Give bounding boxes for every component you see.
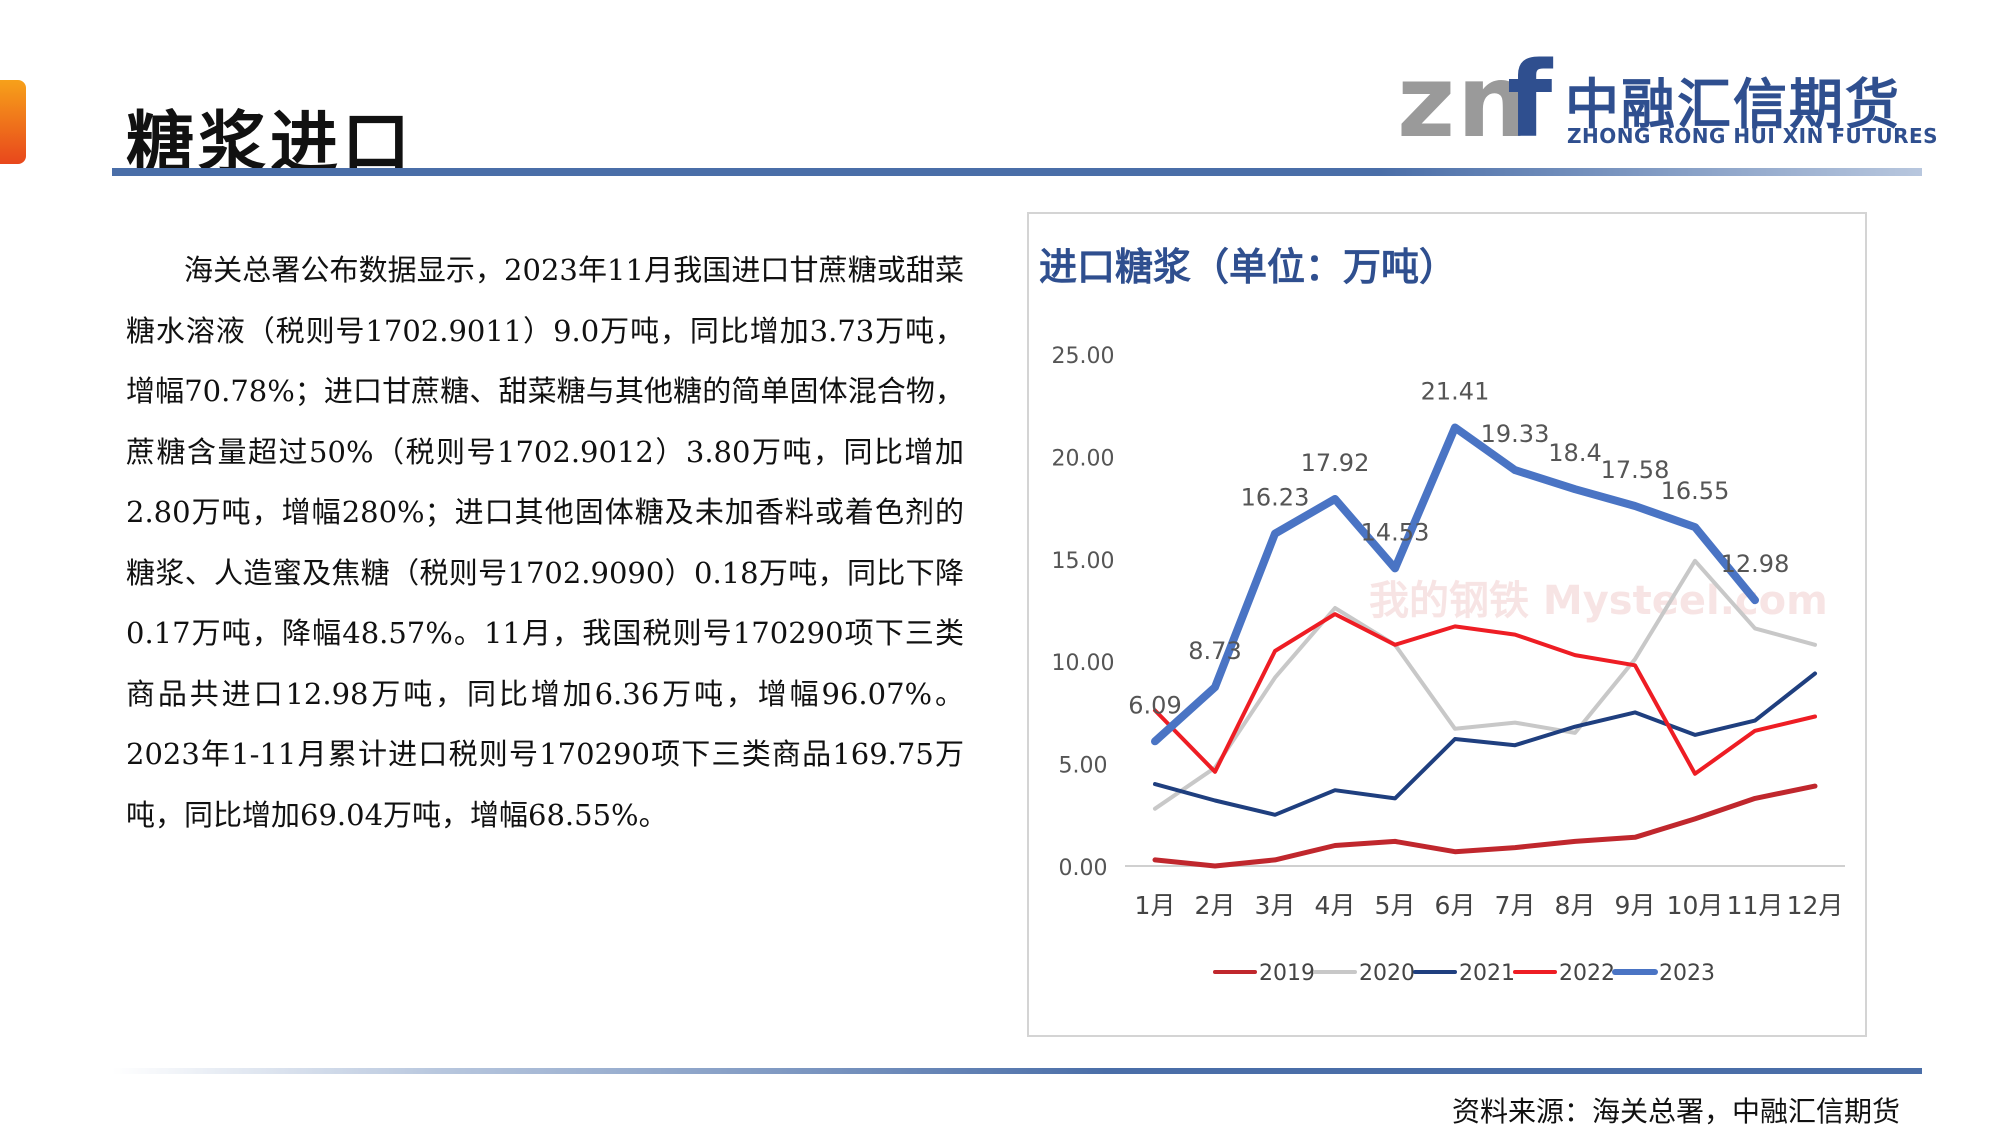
legend-label: 2023	[1659, 961, 1715, 986]
chart-panel: 进口糖浆（单位：万吨） 我的钢铁 Mysteel.com 0.00 5.00 10.…	[1027, 212, 1867, 1037]
data-label: 14.53	[1361, 518, 1430, 546]
series-line-2019	[1152, 783, 1818, 869]
legend-label: 2022	[1559, 961, 1615, 986]
legend-label: 2019	[1259, 961, 1315, 986]
source-note: 资料来源：海关总署，中融汇信期货	[1451, 1095, 1900, 1128]
y-axis-ticks: 0.00 5.00 10.00 15.00 20.00 25.00	[1052, 344, 1115, 881]
legend-item: 2020	[1313, 961, 1415, 986]
y-tick-label: 10.00	[1052, 651, 1115, 676]
body-paragraph-text: 海关总署公布数据显示，2023年11月我国进口甘蔗糖或甜菜糖水溶液（税则号170…	[126, 253, 964, 832]
title-accent-tab	[0, 80, 26, 164]
chart-legend: 2019 2020 2021 2022 2023	[1213, 961, 1715, 986]
svg-text:f: f	[1507, 40, 1554, 150]
watermark: 我的钢铁 Mysteel.com	[1369, 578, 1828, 624]
series-line-2022	[1153, 612, 1817, 776]
x-tick-label: 12月	[1787, 891, 1844, 920]
x-tick-label: 11月	[1727, 891, 1784, 920]
data-label: 17.58	[1601, 456, 1670, 484]
watermark-text: 我的钢铁 Mysteel.com	[1369, 578, 1828, 624]
legend-item: 2023	[1612, 961, 1715, 986]
svg-text:n: n	[1457, 43, 1528, 150]
x-tick-label: 6月	[1435, 891, 1476, 920]
y-tick-label: 15.00	[1052, 549, 1115, 574]
series-line-2020	[1153, 558, 1817, 811]
legend-item: 2019	[1213, 961, 1315, 986]
data-label: 18.4	[1548, 439, 1601, 467]
znf-logo-mark: z n f	[1397, 40, 1554, 150]
body-paragraph: 海关总署公布数据显示，2023年11月我国进口甘蔗糖或甜菜糖水溶液（税则号170…	[126, 240, 964, 845]
chart-title: 进口糖浆（单位：万吨）	[1039, 245, 1457, 289]
legend-label: 2021	[1459, 961, 1515, 986]
x-axis-ticks: 1月 2月 3月 4月 5月 6月 7月 8月 9月 10月 11月 12月	[1135, 891, 1844, 920]
svg-text:z: z	[1397, 43, 1455, 150]
data-label: 21.41	[1421, 378, 1490, 406]
x-tick-label: 5月	[1375, 891, 1416, 920]
x-tick-label: 1月	[1135, 891, 1176, 920]
series-line-2021	[1153, 671, 1817, 817]
company-logo: z n f 中融汇信期货 ZHONG RONG HUI XIN FUTURES	[1395, 40, 1938, 150]
x-tick-label: 7月	[1495, 891, 1536, 920]
legend-item: 2022	[1513, 961, 1615, 986]
data-label: 12.98	[1721, 550, 1790, 578]
x-tick-label: 3月	[1255, 891, 1296, 920]
x-tick-label: 2月	[1195, 891, 1236, 920]
y-tick-label: 0.00	[1059, 856, 1108, 881]
legend-label: 2020	[1359, 961, 1415, 986]
data-label: 8.73	[1188, 637, 1241, 665]
legend-item: 2021	[1413, 961, 1515, 986]
y-tick-label: 5.00	[1059, 754, 1108, 779]
logo-chinese-name: 中融汇信期货	[1565, 73, 1901, 136]
data-label: 19.33	[1481, 420, 1550, 448]
x-tick-label: 10月	[1667, 891, 1724, 920]
footer-divider	[112, 1068, 1922, 1074]
x-tick-label: 4月	[1315, 891, 1356, 920]
data-label: 16.23	[1241, 484, 1310, 512]
y-tick-label: 20.00	[1052, 446, 1115, 471]
series-line-2023	[1151, 423, 1759, 746]
line-chart: 进口糖浆（单位：万吨） 我的钢铁 Mysteel.com 0.00 5.00 10.…	[1039, 245, 1845, 986]
y-tick-label: 25.00	[1052, 344, 1115, 369]
data-label: 16.55	[1661, 477, 1730, 505]
data-label: 6.09	[1128, 691, 1181, 719]
header-divider	[112, 168, 1922, 176]
logo-english-name: ZHONG RONG HUI XIN FUTURES	[1567, 124, 1939, 148]
series-lines	[1151, 423, 1818, 869]
data-label: 17.92	[1301, 449, 1370, 477]
data-labels: 6.098.73 16.23 17.92 14.53 21.41 19.3318.417.…	[1128, 378, 1789, 720]
x-tick-label: 9月	[1615, 891, 1656, 920]
x-tick-label: 8月	[1555, 891, 1596, 920]
